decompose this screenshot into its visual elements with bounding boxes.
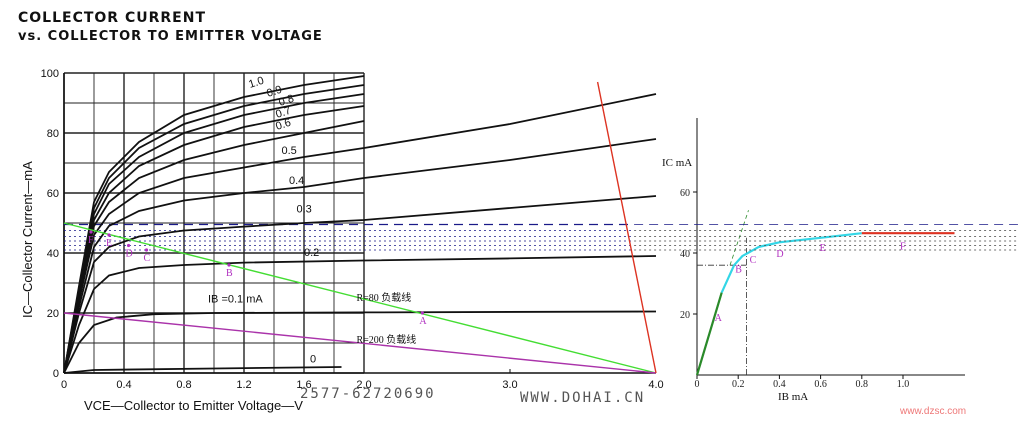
- tangent-line: [729, 210, 749, 266]
- load-line-label-0: R=80 负载线: [357, 291, 412, 304]
- transfer-point-C: C: [750, 255, 757, 266]
- left-operating-points: A B CD E F: [88, 230, 427, 327]
- left-grid: [63, 72, 656, 374]
- op-point-C: [144, 248, 149, 252]
- load-line-1: [63, 312, 657, 374]
- y-tick-label: 0: [53, 368, 59, 380]
- ib-curve-0.5: [63, 93, 657, 374]
- watermark-corner: www.dzsc.com: [899, 406, 966, 417]
- x-tick-label: 0: [61, 379, 67, 391]
- op-label-E: E: [106, 238, 112, 249]
- curve-label-0.3: 0.3: [297, 204, 312, 216]
- right-y-tick-label: 40: [680, 249, 690, 260]
- transfer-point-D: D: [776, 249, 783, 260]
- left-curves: 0IB =0.1 mA0.20.30.40.50.60.70.80.91.0: [63, 75, 657, 374]
- right-x-axis-label: IB mA: [778, 391, 808, 403]
- ib-curve-1.0: [63, 75, 365, 374]
- load-line-2: [596, 81, 657, 374]
- ib-curve-0.1: [63, 310, 657, 374]
- transfer-point-F: F: [900, 241, 906, 252]
- watermarks: 2577-62720690 WWW.DOHAI.CN www.dzsc.com: [300, 386, 966, 417]
- ib-curve-0.3: [63, 195, 657, 374]
- x-tick-label: 0.4: [116, 379, 131, 391]
- op-point-E: [107, 233, 111, 237]
- figure-title: COLLECTOR CURRENT vs. COLLECTOR TO EMITT…: [18, 10, 323, 44]
- op-point-D: [126, 243, 131, 248]
- watermark-site: WWW.DOHAI.CN: [520, 390, 645, 406]
- x-tick-label: 0.8: [176, 379, 191, 391]
- x-tick-label: 4.0: [648, 379, 663, 391]
- left-guide-lines: [64, 223, 635, 251]
- right-curves: [634, 210, 1018, 376]
- x-tick-label: 1.6: [296, 379, 311, 391]
- left-x-axis-label: VCE—Collector to Emitter Voltage—V: [84, 398, 303, 413]
- y-tick-label: 20: [47, 308, 59, 320]
- right-y-tick-label: 20: [680, 310, 690, 321]
- y-tick-label: 100: [41, 68, 59, 80]
- right-tick-labels: 0 0.2 0.4 0.6 0.8 1.0 20 40 60: [680, 188, 909, 390]
- ib-curve-0: [63, 366, 342, 374]
- transfer-linear: [695, 292, 723, 376]
- right-x-tick-label: 1.0: [897, 379, 910, 390]
- left-y-axis-label: IC—Collector Current—mA: [20, 161, 35, 318]
- op-point-A: [420, 311, 424, 315]
- title-line-2: vs. COLLECTOR TO EMITTER VOLTAGE: [18, 29, 323, 44]
- transfer-point-B: B: [735, 264, 742, 275]
- x-tick-label: 2.0: [356, 379, 371, 391]
- y-tick-label: 80: [47, 128, 59, 140]
- op-label-C: C: [144, 253, 151, 264]
- op-label-F: F: [88, 235, 94, 246]
- curve-label-0: 0: [310, 354, 316, 366]
- right-x-tick-label: 0.6: [814, 379, 827, 390]
- curve-label-1.0: 1.0: [247, 75, 265, 91]
- right-operating-points: A BC D E F: [715, 241, 906, 324]
- right-x-tick-label: 0.8: [856, 379, 869, 390]
- op-point-B: [227, 263, 231, 267]
- transfer-knee: [720, 232, 862, 294]
- x-tick-label: 3.0: [502, 379, 517, 391]
- transfer-point-A: A: [715, 313, 723, 324]
- ib-curve-0.4: [63, 138, 657, 374]
- curve-label-0.4: 0.4: [289, 175, 304, 187]
- curve-label-0.2: 0.2: [304, 247, 319, 259]
- right-axes: [693, 118, 965, 379]
- y-tick-label: 40: [47, 248, 59, 260]
- y-tick-label: 60: [47, 188, 59, 200]
- left-tick-labels: 0 0.4 0.8 1.2 1.6 2.0 3.0 4.0 0 20 40 60 80 100: [41, 68, 664, 391]
- right-chart: A BC D E F 0 0.2 0.4 0.6 0.8 1.0 20 40 60 IC mA IB m…: [634, 118, 1018, 403]
- op-label-B: B: [226, 268, 233, 279]
- curve-label-0.5: 0.5: [282, 145, 297, 157]
- op-label-A: A: [419, 316, 427, 327]
- right-x-tick-label: 0: [695, 379, 700, 390]
- right-y-axis-label: IC mA: [662, 157, 692, 169]
- op-label-D: D: [126, 249, 133, 260]
- right-y-tick-label: 60: [680, 188, 690, 199]
- curve-label-0.1: IB =0.1 mA: [208, 294, 263, 306]
- load-line-0: [63, 222, 657, 374]
- watermark-phone: 2577-62720690: [300, 386, 436, 402]
- right-x-tick-label: 0.2: [732, 379, 745, 390]
- transfer-point-E: E: [820, 243, 826, 254]
- title-line-1: COLLECTOR CURRENT: [18, 10, 206, 26]
- right-x-tick-label: 0.4: [773, 379, 786, 390]
- load-line-label-1: R=200 负载线: [357, 333, 417, 346]
- left-load-lines: R=80 负载线 R=200 负载线: [63, 81, 657, 374]
- op-point-F: [89, 230, 93, 234]
- ib-curve-0.2: [63, 255, 657, 374]
- left-chart: 0IB =0.1 mA0.20.30.40.50.60.70.80.91.0 R…: [20, 68, 664, 413]
- x-tick-label: 1.2: [236, 379, 251, 391]
